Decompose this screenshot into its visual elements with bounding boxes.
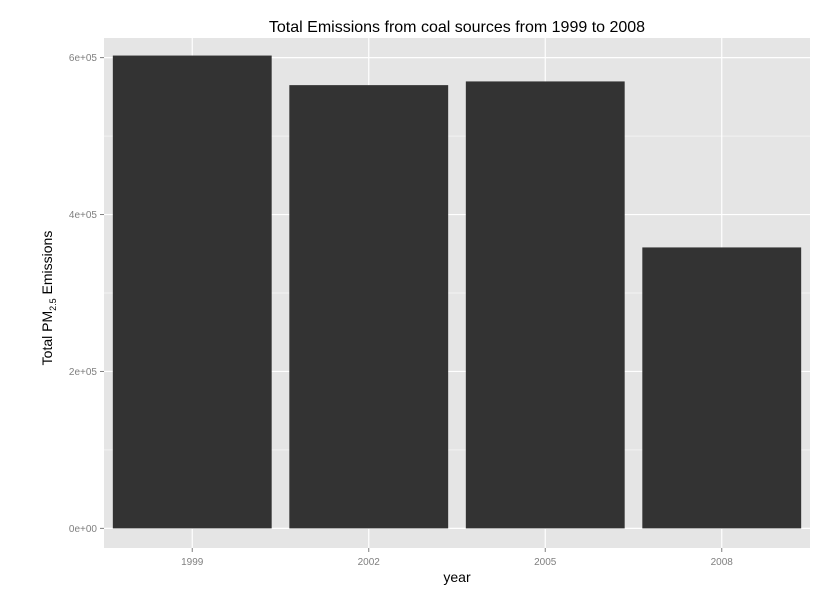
bars <box>112 55 802 529</box>
bar-1999 <box>112 55 272 529</box>
bar-2002 <box>289 85 449 529</box>
x-axis-title: year <box>443 569 471 585</box>
bar-2008 <box>642 247 802 529</box>
x-axis-ticks: 1999 2002 2005 2008 <box>181 548 733 568</box>
bar-2005 <box>465 81 625 529</box>
y-tick-label: 4e+05 <box>69 210 98 221</box>
y-axis-title-subscript: 2.5 <box>48 298 58 311</box>
y-axis-title-suffix: Emissions <box>39 231 55 299</box>
y-tick-label: 6e+05 <box>69 53 98 64</box>
chart-title: Total Emissions from coal sources from 1… <box>269 19 645 36</box>
y-tick-label: 2e+05 <box>69 367 98 378</box>
y-axis-ticks: 0e+00 2e+05 4e+05 6e+05 <box>69 53 104 535</box>
y-axis-title-prefix: Total PM <box>39 311 55 365</box>
x-tick-label: 1999 <box>181 557 204 568</box>
x-tick-label: 2002 <box>358 557 381 568</box>
x-tick-label: 2008 <box>711 557 734 568</box>
x-tick-label: 2005 <box>534 557 557 568</box>
y-tick-label: 0e+00 <box>69 524 98 535</box>
y-axis-title: Total PM2.5 Emissions <box>39 231 58 366</box>
